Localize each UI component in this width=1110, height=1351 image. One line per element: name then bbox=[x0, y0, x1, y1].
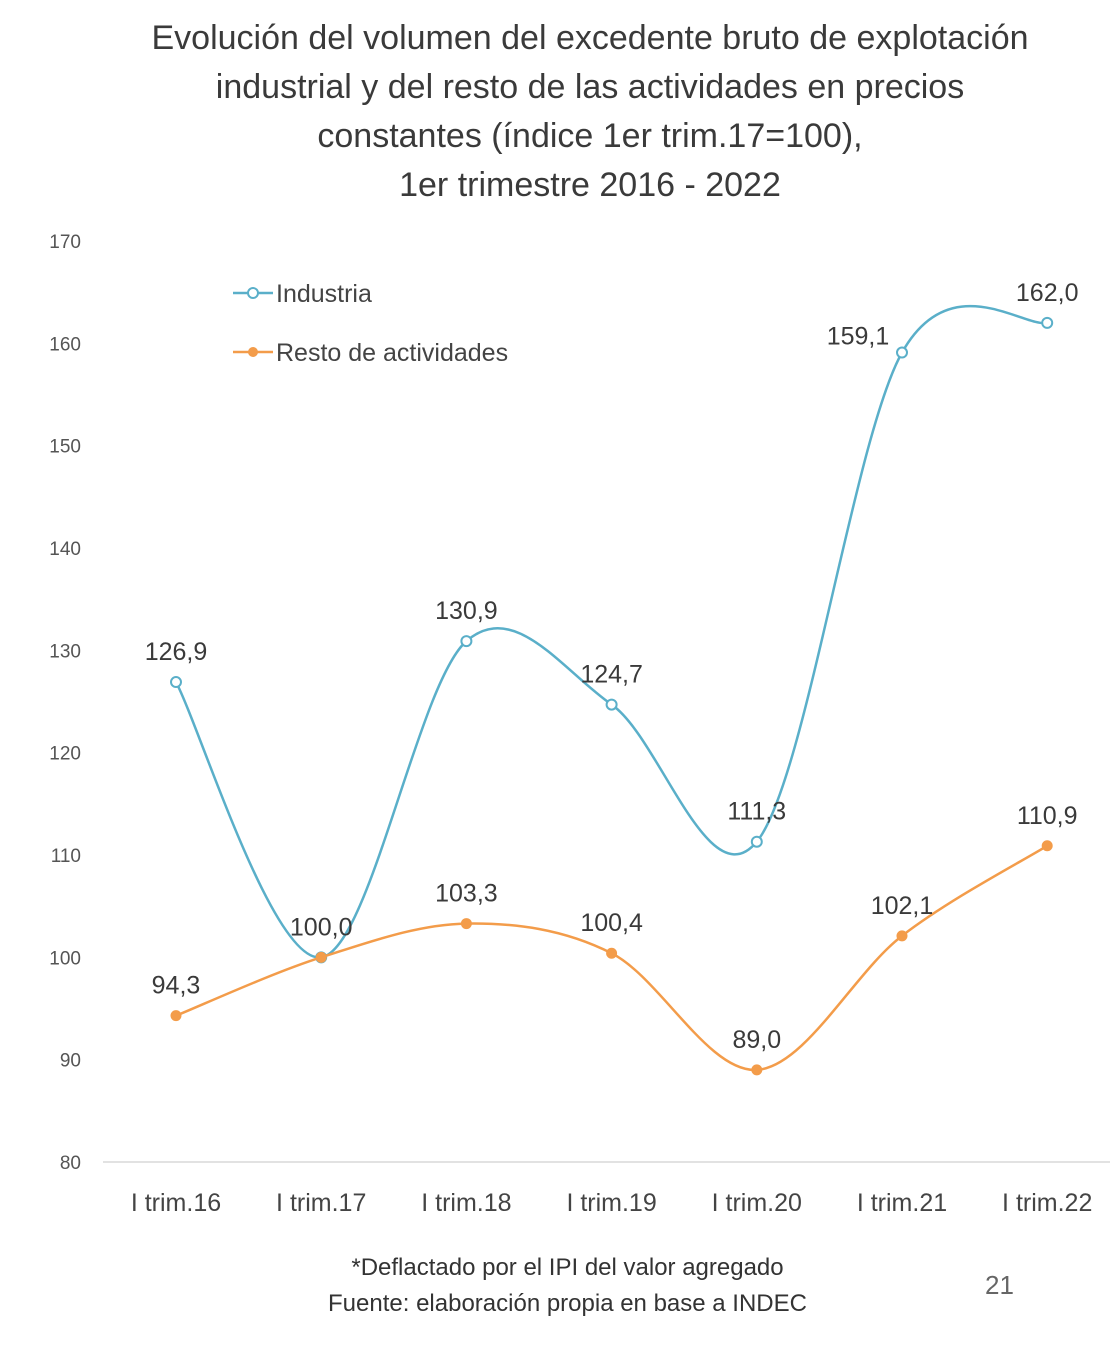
data-point-industria bbox=[1041, 316, 1054, 329]
data-label-industria: 130,9 bbox=[435, 597, 498, 625]
data-point-resto bbox=[170, 1010, 182, 1022]
legend-marker bbox=[248, 347, 258, 357]
footer-source: Fuente: elaboración propia en base a IND… bbox=[328, 1290, 807, 1317]
data-label-resto: 94,3 bbox=[152, 972, 201, 1000]
x-tick-label: I trim.20 bbox=[712, 1189, 802, 1217]
y-tick-label: 150 bbox=[49, 437, 81, 458]
data-label-industria: 162,0 bbox=[1016, 279, 1079, 307]
x-tick-label: I trim.19 bbox=[566, 1189, 656, 1217]
x-tick-label: I trim.16 bbox=[131, 1189, 221, 1217]
y-tick-label: 90 bbox=[60, 1051, 81, 1072]
line-chart: 80 90 100 110 120 130 140 150 160 170 I trim.16 I t… bbox=[49, 232, 1110, 1217]
data-point-industria bbox=[896, 346, 908, 359]
data-point-resto bbox=[1041, 840, 1053, 852]
data-point-industria bbox=[170, 676, 182, 689]
data-point-industria bbox=[605, 698, 618, 711]
data-point-industria bbox=[750, 835, 763, 848]
legend-label: Resto de actividades bbox=[276, 339, 508, 367]
legend-label: Industria bbox=[276, 280, 372, 308]
data-point-resto bbox=[896, 930, 908, 942]
chart-title-line: 1er trimestre 2016 - 2022 bbox=[399, 166, 781, 204]
data-point-industria bbox=[460, 635, 473, 648]
legend-marker bbox=[247, 287, 259, 299]
y-tick-label: 170 bbox=[49, 232, 81, 253]
data-point-resto bbox=[460, 918, 472, 930]
data-label-industria: 126,9 bbox=[145, 638, 208, 666]
chart-title: Evolución del volumen del excedente brut… bbox=[60, 14, 1110, 210]
chart-title-line: industrial y del resto de las actividade… bbox=[215, 68, 965, 106]
footer-note: *Deflactado por el IPI del valor agregad… bbox=[351, 1254, 784, 1281]
data-label-resto: 110,9 bbox=[1017, 802, 1078, 830]
x-tick-label: I trim.18 bbox=[421, 1189, 511, 1217]
data-label-industria: 124,7 bbox=[580, 661, 643, 689]
data-label-industria: 100,0 bbox=[290, 913, 353, 941]
x-tick-label: I trim.17 bbox=[276, 1189, 366, 1217]
y-tick-label: 160 bbox=[49, 334, 81, 355]
data-label-industria: 111,3 bbox=[727, 798, 786, 826]
chart-title-line: Evolución del volumen del excedente brut… bbox=[151, 19, 1029, 57]
data-label-resto: 103,3 bbox=[435, 880, 498, 908]
data-point-resto bbox=[315, 951, 327, 963]
data-label-resto: 100,4 bbox=[580, 909, 643, 937]
data-label-resto: 102,1 bbox=[871, 892, 934, 920]
y-tick-label: 130 bbox=[49, 641, 81, 662]
chart-title-line: constantes (índice 1er trim.17=100), bbox=[317, 117, 863, 155]
y-tick-label: 80 bbox=[60, 1153, 81, 1174]
y-tick-label: 100 bbox=[49, 948, 81, 969]
data-label-resto: 89,0 bbox=[732, 1026, 781, 1054]
chart-footer: *Deflactado por el IPI del valor agregad… bbox=[200, 1250, 935, 1322]
x-tick-label: I trim.21 bbox=[857, 1189, 947, 1217]
series-line-industria bbox=[174, 304, 1049, 959]
data-point-resto bbox=[606, 947, 618, 959]
data-point-resto bbox=[751, 1064, 763, 1076]
page-number: 21 bbox=[985, 1270, 1014, 1300]
x-tick-label: I trim.22 bbox=[1002, 1189, 1092, 1217]
y-tick-label: 140 bbox=[49, 539, 81, 560]
data-label-industria: 159,1 bbox=[827, 323, 890, 351]
y-tick-label: 110 bbox=[51, 846, 81, 867]
y-tick-label: 120 bbox=[49, 744, 81, 765]
